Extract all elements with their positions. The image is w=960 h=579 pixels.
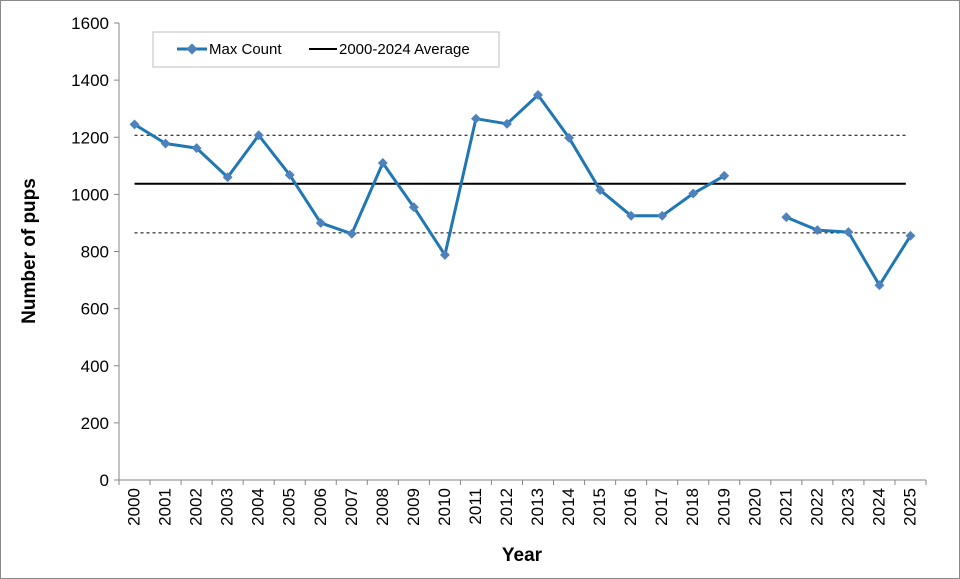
x-tick-label: 2011 — [466, 488, 485, 525]
x-tick-label: 2002 — [187, 488, 206, 526]
x-tick-label: 2025 — [900, 488, 919, 526]
legend-label-average: 2000-2024 Average — [339, 41, 470, 58]
legend-label-max-count: Max Count — [209, 41, 282, 58]
legend: Max Count 2000-2024 Average — [152, 31, 500, 68]
x-tick-label: 2006 — [311, 488, 330, 526]
data-point-marker — [564, 132, 575, 143]
data-point-marker — [408, 202, 419, 213]
x-tick-label: 2020 — [745, 488, 764, 526]
x-tick-label: 2023 — [838, 488, 857, 526]
data-point-marker — [191, 143, 202, 154]
y-tick-label: 1400 — [71, 71, 109, 90]
y-axis: 0 200 400 600 800 1000 1200 1400 1600 — [71, 14, 120, 490]
data-point-marker — [812, 225, 823, 236]
legend-marker-max-count — [186, 43, 198, 55]
data-point-marker — [626, 210, 637, 221]
series-line-max-count — [133, 93, 725, 257]
data-point-marker — [346, 228, 357, 239]
x-tick-label: 2008 — [373, 488, 392, 526]
data-point-marker — [253, 130, 264, 141]
x-tick-label: 2010 — [435, 488, 454, 526]
data-point-marker — [719, 170, 730, 181]
data-point-marker — [284, 170, 295, 180]
x-tick-label: 2022 — [807, 488, 826, 526]
x-tick-label: 2017 — [652, 488, 671, 526]
x-axis-title: Year — [502, 545, 543, 566]
x-tick-label: 2014 — [559, 488, 578, 526]
y-tick-label: 200 — [81, 414, 109, 433]
data-point-marker — [905, 230, 916, 241]
y-tick-label: 1200 — [71, 128, 109, 147]
x-tick-label: 2001 — [156, 488, 175, 526]
y-tick-label: 1600 — [71, 14, 109, 33]
x-tick-label: 2012 — [497, 488, 516, 526]
x-tick-label: 2021 — [776, 488, 795, 526]
y-tick-label: 0 — [100, 471, 109, 490]
y-tick-label: 400 — [81, 357, 109, 376]
x-tick-label: 2004 — [249, 488, 268, 526]
data-point-marker — [533, 90, 543, 100]
x-tick-label: 2007 — [342, 488, 361, 526]
series-group — [129, 90, 916, 291]
data-point-marker — [315, 217, 326, 228]
y-tick-label: 600 — [81, 300, 109, 319]
data-point-marker — [377, 158, 388, 168]
x-tick-label: 2013 — [528, 488, 547, 526]
data-point-marker — [781, 212, 792, 223]
data-point-marker — [843, 227, 854, 238]
x-tick-label: 2018 — [683, 488, 702, 526]
data-point-marker — [595, 185, 606, 196]
x-tick-label: 2003 — [218, 488, 237, 526]
x-tick-label: 2000 — [125, 488, 144, 526]
y-axis-title: Number of pups — [19, 178, 40, 324]
x-tick-label: 2024 — [869, 488, 888, 526]
data-point-marker — [657, 210, 668, 221]
x-tick-label: 2019 — [714, 488, 733, 526]
data-point-marker — [222, 172, 233, 183]
data-point-marker — [160, 138, 171, 149]
x-tick-label: 2016 — [621, 488, 640, 526]
data-point-marker — [688, 188, 699, 199]
data-point-marker — [470, 113, 481, 124]
y-tick-label: 1000 — [71, 185, 109, 204]
x-tick-label: 2009 — [404, 488, 423, 526]
x-axis: 2000 2001 2002 2003 2004 2005 2006 2007 2008 2009… — [118, 479, 927, 526]
data-point-marker — [874, 280, 885, 291]
x-tick-label: 2005 — [280, 488, 299, 526]
x-tick-label: 2015 — [590, 488, 609, 526]
data-point-marker — [129, 119, 140, 130]
y-tick-label: 800 — [81, 243, 109, 262]
